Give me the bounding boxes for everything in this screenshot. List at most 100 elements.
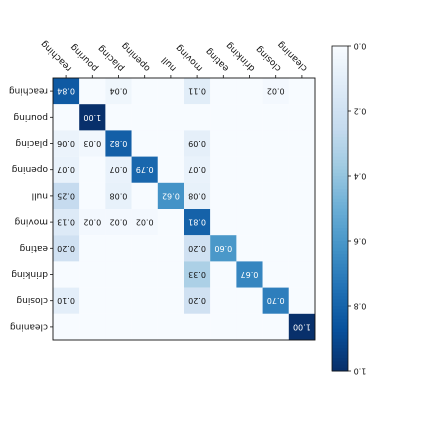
colorbar-gradient-segment-40 [332, 176, 348, 180]
heatmap-cell-8-8 [262, 287, 289, 314]
heatmap-cell-9-7 [236, 313, 263, 341]
heatmap-cell-9-2 [105, 313, 132, 341]
cell-value-5-0: 0.13 [57, 218, 75, 227]
heatmap-cell-1-4 [157, 104, 185, 131]
heatmap-cell-3-0 [53, 156, 80, 183]
cell-value-1-1: 1.00 [83, 113, 101, 122]
colorbar-gradient-segment-35 [332, 159, 348, 164]
heatmap-cell-4-7 [236, 182, 263, 210]
colorbar-gradient-segment-75 [332, 289, 348, 294]
colorbar-gradient-segment-3 [332, 55, 348, 60]
heatmap-cell-0-3 [131, 78, 158, 105]
cell-value-2-2: 0.82 [110, 139, 128, 148]
colorbar-gradient-segment-44 [332, 189, 348, 193]
cell-value-8-0: 0.10 [57, 296, 75, 305]
heatmap-cell-3-4 [157, 156, 185, 183]
heatmap-cell-4-6 [210, 182, 237, 210]
colorbar-gradient-segment-23 [332, 120, 348, 125]
heatmap-cell-1-3 [131, 104, 158, 131]
heatmap-cell-1-0 [53, 104, 80, 131]
colorbar-gradient-segment-69 [332, 270, 348, 274]
colorbar-gradient-segment-81 [332, 309, 348, 313]
colorbar-gradient-segment-22 [332, 117, 348, 122]
colorbar-gradient-segment-57 [332, 231, 348, 235]
colorbar-gradient-segment-46 [332, 195, 348, 200]
cell-value-6-6: 0.60 [214, 244, 232, 253]
colorbar-gradient-segment-52 [332, 215, 348, 219]
heatmap-cell-1-6 [210, 104, 237, 131]
heatmap-cell-4-5 [184, 182, 211, 210]
colorbar-gradient-segment-85 [332, 322, 348, 326]
colorbar-gradient-segment-63 [332, 250, 348, 255]
colorbar-gradient-segment-88 [332, 332, 348, 336]
colorbar-gradient-segment-71 [332, 276, 348, 281]
cell-value-7-5: 0.33 [188, 270, 206, 279]
heatmap-cell-5-1 [79, 209, 106, 236]
heatmap-cell-3-1 [79, 156, 106, 183]
heatmap-cell-6-2 [105, 235, 132, 262]
colorbar-gradient-segment-83 [332, 315, 348, 320]
heatmap-cell-7-0 [53, 261, 80, 288]
heatmap-cell-8-2 [105, 287, 132, 314]
heatmap-cell-0-1 [79, 78, 106, 105]
heatmap-cell-7-7 [236, 261, 263, 288]
colorbar-gradient-segment-30 [332, 143, 348, 148]
colorbar-gradient-segment-8 [332, 72, 348, 76]
heatmap-cell-7-4 [157, 261, 185, 288]
colorbar-gradient-segment-14 [332, 91, 348, 96]
colorbar-gradient-segment-9 [332, 75, 348, 79]
heatmap-cell-0-6 [210, 78, 237, 105]
colorbar-gradient-segment-1 [332, 49, 348, 53]
colorbar-gradient-segment-41 [332, 179, 348, 183]
colorbar-gradient-segment-29 [332, 140, 348, 144]
colorbar-gradient-segment-73 [332, 283, 348, 287]
colorbar-gradient-segment-91 [332, 341, 348, 346]
y-tick-label-reaching: reaching [9, 86, 48, 96]
heatmap-cell-5-2 [105, 209, 132, 236]
heatmap-cell-7-5 [184, 261, 211, 288]
heatmap-cell-8-7 [236, 287, 263, 314]
heatmap-cell-1-7 [236, 104, 263, 131]
colorbar-gradient-segment-80 [332, 306, 348, 310]
heatmap-cell-9-5 [184, 313, 211, 341]
colorbar-tick-label-0-6: 0.6 [354, 237, 367, 246]
cell-value-5-1: 0.02 [83, 218, 101, 227]
colorbar-gradient-segment-28 [332, 137, 348, 141]
cell-value-7-7: 0.67 [241, 270, 259, 279]
heatmap-cell-5-7 [236, 209, 263, 236]
colorbar-gradient-segment-77 [332, 296, 348, 300]
y-tick-label-moving: moving [14, 217, 48, 227]
cell-value-6-5: 0.20 [188, 244, 206, 253]
heatmap-cell-5-9 [288, 209, 316, 236]
colorbar-gradient-segment-5 [332, 62, 348, 66]
heatmap-cell-4-3 [131, 182, 158, 210]
cell-value-9-9: 1.00 [293, 322, 311, 331]
heatmap-cell-6-3 [131, 235, 158, 262]
colorbar-gradient-segment-10 [332, 78, 348, 83]
colorbar-gradient-segment-97 [332, 361, 348, 365]
heatmap-cell-9-6 [210, 313, 237, 341]
heatmap-cell-2-9 [288, 130, 316, 157]
heatmap-cell-2-6 [210, 130, 237, 157]
cell-value-2-0: 0.06 [57, 139, 75, 148]
heatmap-cell-8-3 [131, 287, 158, 314]
cell-value-4-0: 0.25 [57, 191, 75, 200]
colorbar-gradient-segment-19 [332, 107, 348, 112]
colorbar-gradient-segment-24 [332, 124, 348, 128]
colorbar-gradient-segment-90 [332, 338, 348, 343]
heatmap-cell-6-1 [79, 235, 106, 262]
heatmap-cell-1-5 [184, 104, 211, 131]
cell-value-3-0: 0.07 [57, 165, 75, 174]
colorbar-gradient-segment-0 [332, 46, 348, 50]
heatmap-cell-4-0 [53, 182, 80, 210]
heatmap-cell-4-1 [79, 182, 106, 210]
colorbar-gradient-segment-48 [332, 202, 348, 206]
heatmap-cell-9-0 [53, 313, 80, 341]
heatmap-cell-0-5 [184, 78, 211, 105]
colorbar-gradient-segment-82 [332, 312, 348, 317]
y-tick-label-pouring: pouring [13, 112, 48, 122]
colorbar-gradient-segment-56 [332, 228, 348, 232]
colorbar-gradient-segment-17 [332, 101, 348, 105]
